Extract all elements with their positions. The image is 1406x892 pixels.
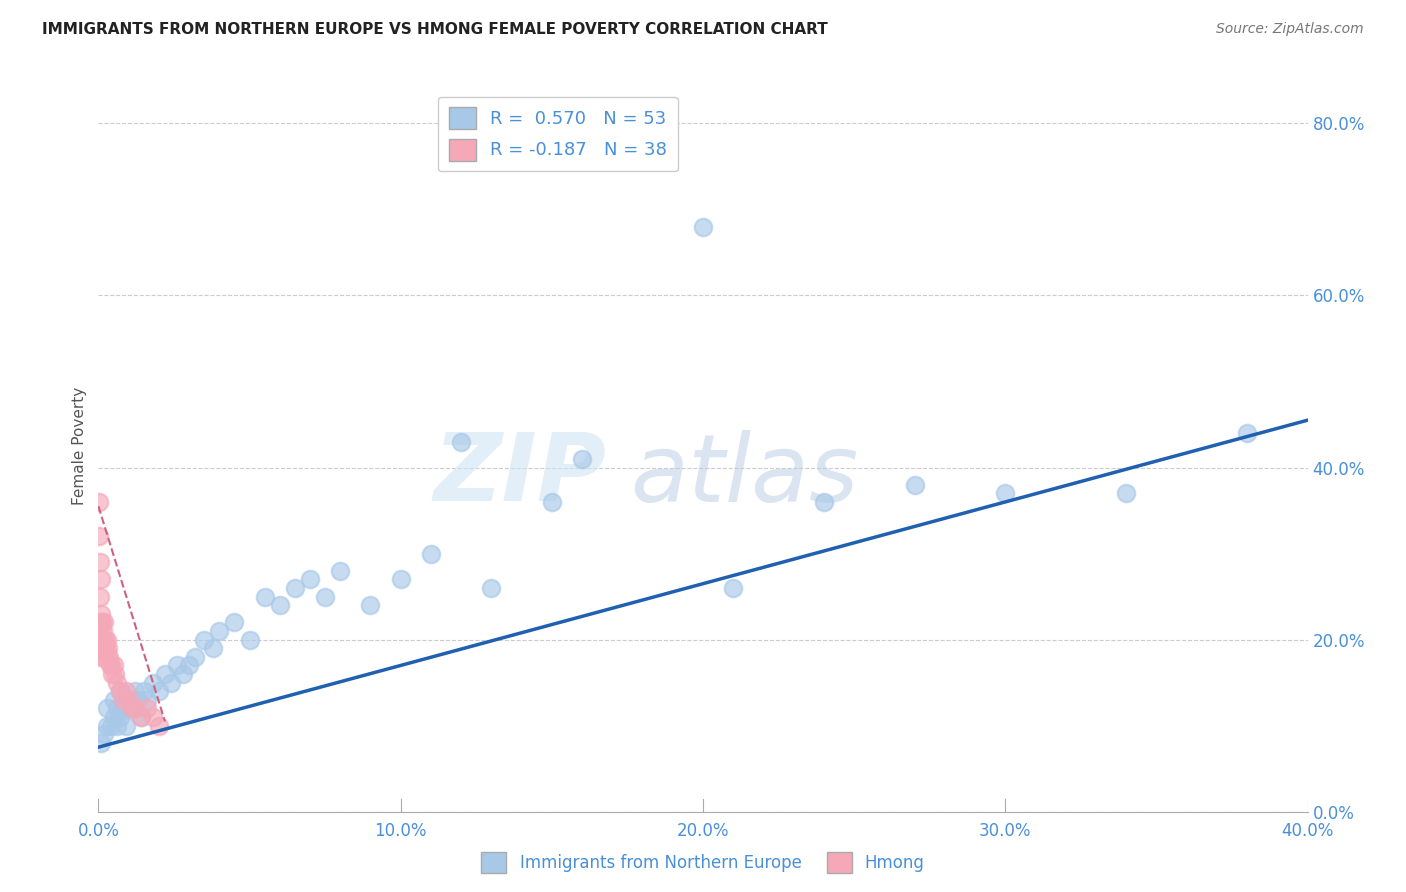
Point [253, 590, 276, 604]
Point [142, 710, 165, 724]
Point [994, 486, 1017, 500]
Point [118, 693, 141, 707]
Point [142, 675, 165, 690]
Y-axis label: Female Poverty: Female Poverty [72, 387, 87, 505]
Point [108, 684, 131, 698]
Point [90, 632, 112, 647]
Text: atlas: atlas [630, 430, 859, 521]
Point [121, 701, 143, 715]
Point [94, 641, 117, 656]
Point [135, 701, 157, 715]
Point [104, 667, 127, 681]
Point [121, 701, 143, 715]
Point [114, 684, 136, 698]
Point [100, 719, 122, 733]
Point [450, 434, 472, 449]
Point [89, 555, 111, 569]
Point [124, 684, 146, 698]
Point [90, 649, 112, 664]
Point [96, 632, 118, 647]
Point [692, 219, 714, 234]
Point [96, 701, 118, 715]
Point [239, 632, 262, 647]
Point [148, 684, 170, 698]
Point [202, 641, 225, 656]
Point [208, 624, 231, 638]
Point [314, 590, 336, 604]
Point [96, 719, 118, 733]
Point [124, 701, 146, 715]
Point [224, 615, 246, 630]
Point [360, 598, 382, 612]
Point [299, 573, 322, 587]
Point [111, 701, 134, 715]
Point [98, 658, 121, 673]
Point [172, 667, 194, 681]
Point [540, 495, 562, 509]
Point [284, 581, 307, 595]
Point [269, 598, 291, 612]
Point [118, 693, 141, 707]
Point [103, 658, 125, 673]
Text: ZIP: ZIP [433, 429, 606, 521]
Point [93, 641, 115, 656]
Point [904, 477, 927, 491]
Point [105, 675, 128, 690]
Point [105, 701, 128, 715]
Point [148, 719, 170, 733]
Point [135, 693, 157, 707]
Point [91, 641, 114, 656]
Point [389, 573, 412, 587]
Point [90, 607, 112, 621]
Point [813, 495, 835, 509]
Point [98, 649, 121, 664]
Point [108, 710, 131, 724]
Point [184, 649, 207, 664]
Point [101, 667, 124, 681]
Point [1115, 486, 1137, 500]
Point [571, 451, 593, 466]
Point [90, 573, 112, 587]
Point [193, 632, 215, 647]
Legend: Immigrants from Northern Europe, Hmong: Immigrants from Northern Europe, Hmong [475, 846, 931, 880]
Point [166, 658, 188, 673]
Point [103, 693, 125, 707]
Point [420, 547, 443, 561]
Point [129, 710, 152, 724]
Point [127, 693, 149, 707]
Point [179, 658, 201, 673]
Legend: R =  0.570   N = 53, R = -0.187   N = 38: R = 0.570 N = 53, R = -0.187 N = 38 [437, 96, 678, 171]
Point [89, 615, 111, 630]
Text: Source: ZipAtlas.com: Source: ZipAtlas.com [1216, 22, 1364, 37]
Point [114, 719, 136, 733]
Point [108, 684, 131, 698]
Text: IMMIGRANTS FROM NORTHERN EUROPE VS HMONG FEMALE POVERTY CORRELATION CHART: IMMIGRANTS FROM NORTHERN EUROPE VS HMONG… [42, 22, 828, 37]
Point [103, 710, 125, 724]
Point [97, 641, 120, 656]
Point [1236, 426, 1258, 441]
Point [91, 649, 114, 664]
Point [100, 658, 122, 673]
Point [132, 684, 155, 698]
Point [91, 632, 114, 647]
Point [89, 590, 111, 604]
Point [129, 710, 152, 724]
Point [329, 564, 352, 578]
Point [91, 615, 114, 630]
Point [91, 624, 114, 638]
Point [94, 632, 117, 647]
Point [93, 615, 115, 630]
Point [105, 719, 128, 733]
Point [160, 675, 183, 690]
Point [96, 649, 118, 664]
Point [723, 581, 745, 595]
Point [153, 667, 176, 681]
Point [481, 581, 503, 595]
Point [93, 727, 115, 741]
Point [111, 693, 134, 707]
Point [87, 495, 110, 509]
Point [89, 529, 111, 543]
Point [90, 736, 112, 750]
